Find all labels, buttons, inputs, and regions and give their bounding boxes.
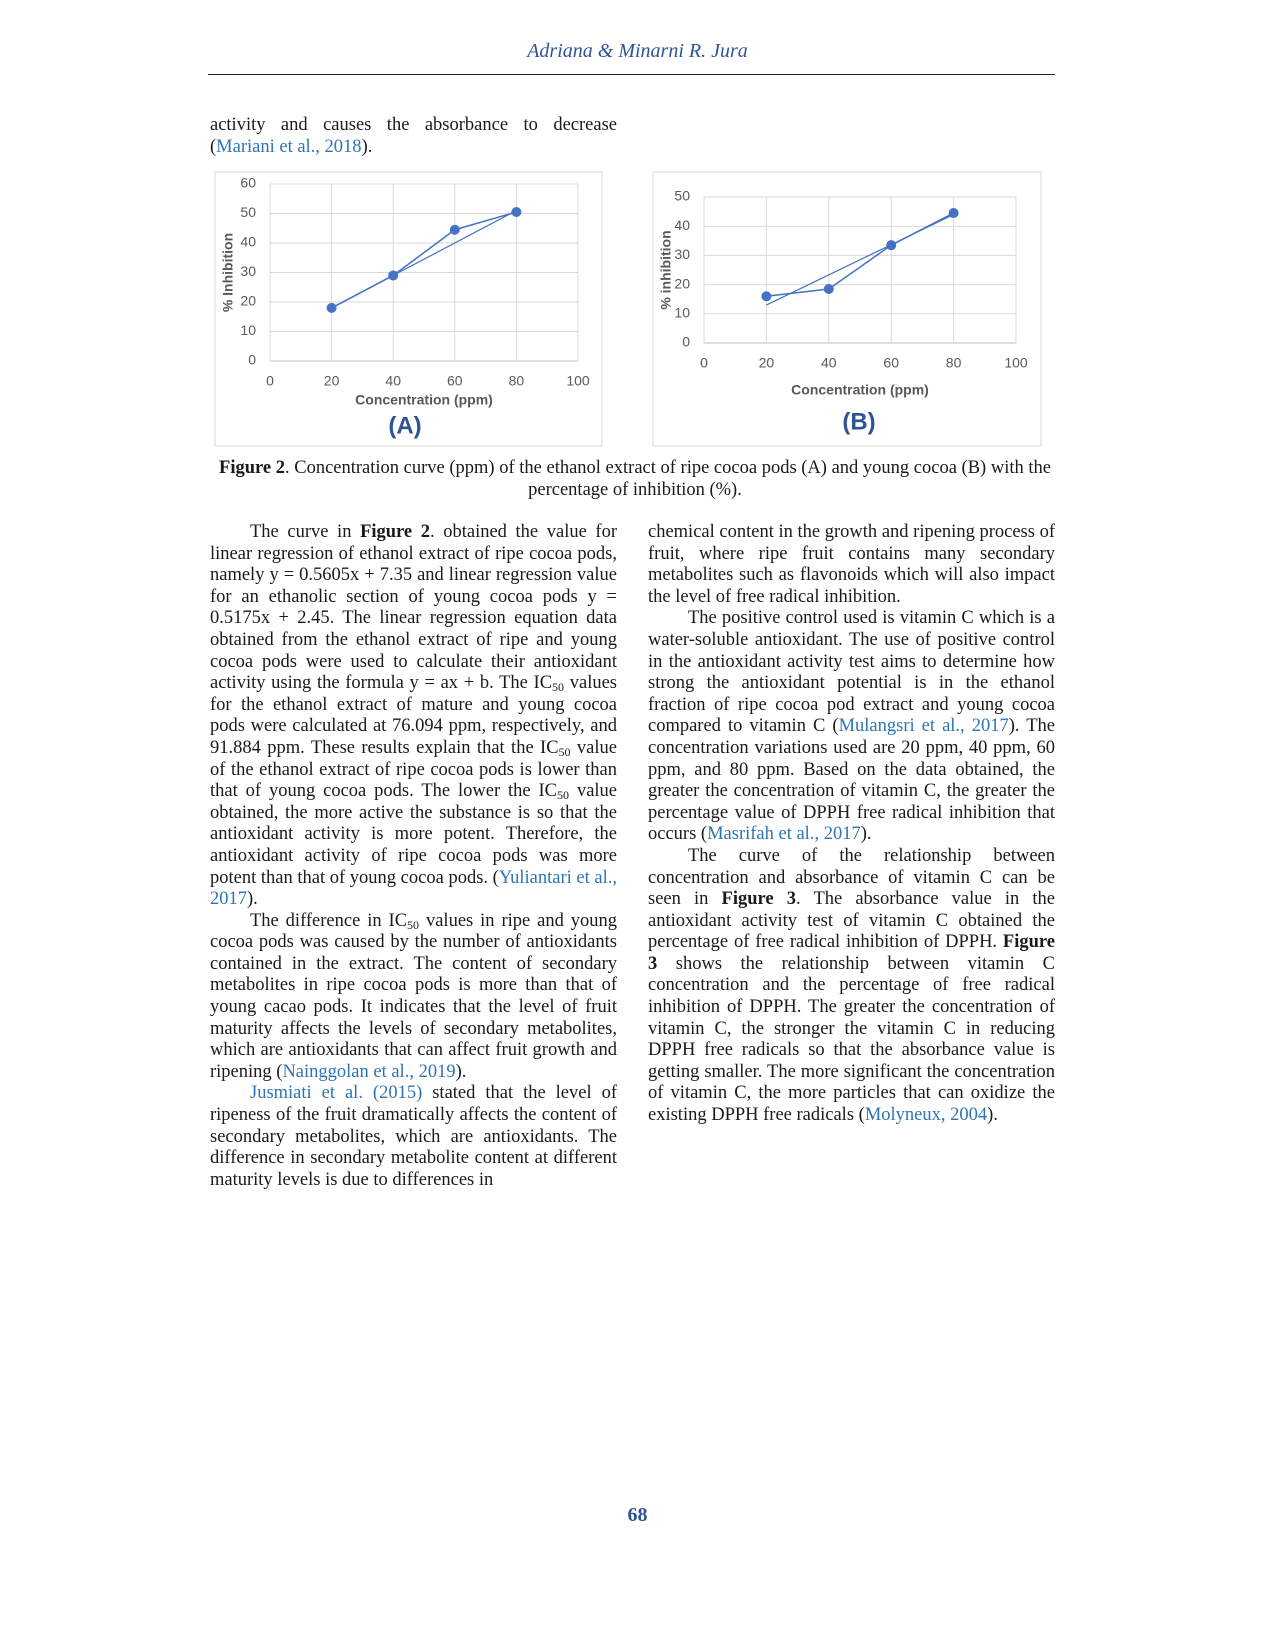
chart-frame bbox=[214, 171, 603, 447]
subscript: 50 bbox=[558, 744, 571, 759]
data-point bbox=[388, 270, 399, 281]
right-column: chemical content in the growth and ripen… bbox=[648, 522, 1055, 1127]
header-rule bbox=[208, 74, 1055, 75]
data-point bbox=[948, 208, 959, 219]
text-run: shows the relationship between vitamin C… bbox=[648, 953, 1055, 1126]
text-run: The difference in IC bbox=[250, 910, 408, 931]
x-tick-label: 0 bbox=[266, 373, 274, 389]
data-point bbox=[511, 207, 522, 218]
y-axis-title: % inhibition bbox=[658, 230, 674, 309]
y-tick-label: 0 bbox=[682, 334, 690, 350]
x-tick-label: 100 bbox=[566, 373, 590, 389]
x-tick-label: 60 bbox=[447, 373, 463, 389]
y-tick-label: 10 bbox=[674, 305, 690, 321]
y-tick-label: 10 bbox=[240, 322, 256, 338]
data-point bbox=[823, 283, 834, 294]
subscript: 50 bbox=[557, 788, 570, 803]
y-tick-label: 20 bbox=[674, 275, 690, 291]
paragraph: The positive control used is vitamin C w… bbox=[648, 608, 1055, 846]
text-run: ). bbox=[987, 1105, 998, 1126]
text-run: . obtained the value for linear regressi… bbox=[210, 522, 617, 694]
subscript: 50 bbox=[552, 680, 565, 695]
text-run: activity and causes the absorbance to de… bbox=[210, 115, 617, 157]
y-tick-label: 50 bbox=[240, 204, 256, 220]
citation-link[interactable]: Molyneux, 2004 bbox=[864, 1105, 988, 1126]
x-tick-label: 80 bbox=[509, 373, 525, 389]
text-run: The curve of the relationship between co… bbox=[648, 845, 1055, 910]
y-tick-label: 40 bbox=[674, 217, 690, 233]
subscript: 50 bbox=[407, 917, 420, 932]
chart-frame bbox=[652, 171, 1042, 447]
citation-link[interactable]: Nainggolan et al., 2019 bbox=[282, 1061, 456, 1082]
text-run: ). bbox=[455, 1061, 467, 1082]
running-header: Adriana & Minarni R. Jura bbox=[527, 40, 748, 62]
x-axis-title: Concentration (ppm) bbox=[355, 392, 493, 408]
data-line bbox=[766, 212, 954, 298]
text-run: ). bbox=[860, 824, 872, 845]
paragraph: The curve in Figure 2. obtained the valu… bbox=[210, 522, 617, 911]
data-point bbox=[886, 240, 897, 251]
text-run: The positive control used is vitamin C w… bbox=[648, 608, 1055, 737]
x-tick-label: 40 bbox=[821, 355, 837, 371]
text-run: The curve in bbox=[250, 522, 361, 542]
x-axis-title: Concentration (ppm) bbox=[791, 382, 929, 398]
citation-link[interactable]: Masrifah et al., 2017 bbox=[707, 824, 861, 845]
text-run: value obtained, the more active the subs… bbox=[210, 781, 618, 888]
text-run: . Concentration curve (ppm) of the ethan… bbox=[285, 458, 1051, 500]
y-tick-label: 60 bbox=[240, 175, 256, 191]
intro-paragraph: activity and causes the absorbance to de… bbox=[210, 115, 617, 158]
figure-caption: Figure 2. Concentration curve (ppm) of t… bbox=[215, 458, 1055, 501]
x-tick-label: 20 bbox=[324, 373, 340, 389]
data-point bbox=[761, 291, 772, 302]
y-tick-label: 30 bbox=[240, 263, 256, 279]
x-tick-label: 0 bbox=[700, 355, 708, 371]
text-run: . The absorbance value in the antioxidan… bbox=[648, 889, 1056, 953]
y-tick-label: 0 bbox=[248, 352, 256, 368]
bold-text: Figure 2 bbox=[360, 522, 430, 542]
paragraph: The curve of the relationship between co… bbox=[648, 846, 1055, 1127]
bold-text: Figure 3 bbox=[648, 932, 1055, 974]
data-point bbox=[326, 302, 337, 313]
x-tick-label: 40 bbox=[385, 373, 401, 389]
x-tick-label: 60 bbox=[883, 355, 899, 371]
x-tick-label: 20 bbox=[759, 355, 775, 371]
data-line bbox=[331, 211, 517, 309]
paragraph: The difference in IC50 values in ripe an… bbox=[210, 911, 617, 1084]
text-run: values in ripe and young cocoa pods was … bbox=[210, 910, 618, 1082]
panel-label: (A) bbox=[388, 412, 421, 439]
data-point bbox=[449, 224, 460, 235]
text-run: stated that the level of ripeness of the… bbox=[210, 1083, 617, 1190]
page-number: 68 bbox=[627, 1504, 648, 1526]
y-tick-label: 30 bbox=[674, 246, 690, 262]
bold-text: Figure 2 bbox=[219, 458, 285, 478]
x-tick-label: 80 bbox=[946, 355, 962, 371]
citation-link[interactable]: Mulangsri et al., 2017 bbox=[838, 716, 1009, 737]
panel-label: (B) bbox=[842, 408, 875, 435]
text-run: value of the ethanol extract of ripe coc… bbox=[210, 737, 617, 802]
y-axis-title: % Inhibition bbox=[220, 233, 236, 312]
y-tick-label: 20 bbox=[240, 293, 256, 309]
paragraph: Jusmiati et al. (2015) stated that the l… bbox=[210, 1083, 617, 1191]
paragraph: chemical content in the growth and ripen… bbox=[648, 522, 1055, 608]
citation-link[interactable]: Jusmiati et al. (2015) bbox=[250, 1083, 423, 1104]
text-run: values for the ethanol extract of mature… bbox=[210, 673, 618, 758]
text-run: ). bbox=[361, 136, 373, 157]
text-run: chemical content in the growth and ripen… bbox=[648, 522, 1055, 607]
y-tick-label: 50 bbox=[674, 188, 690, 204]
x-tick-label: 100 bbox=[1004, 355, 1028, 371]
citation-link[interactable]: Mariani et al., 2018 bbox=[216, 136, 362, 157]
citation-link[interactable]: Yuliantari et al., 2017 bbox=[210, 867, 617, 910]
y-tick-label: 40 bbox=[240, 234, 256, 250]
text-run: ). The concentration variations used are… bbox=[648, 716, 1055, 845]
text-run: ). bbox=[247, 889, 258, 910]
left-column: The curve in Figure 2. obtained the valu… bbox=[210, 522, 617, 1191]
bold-text: Figure 3 bbox=[721, 889, 797, 910]
